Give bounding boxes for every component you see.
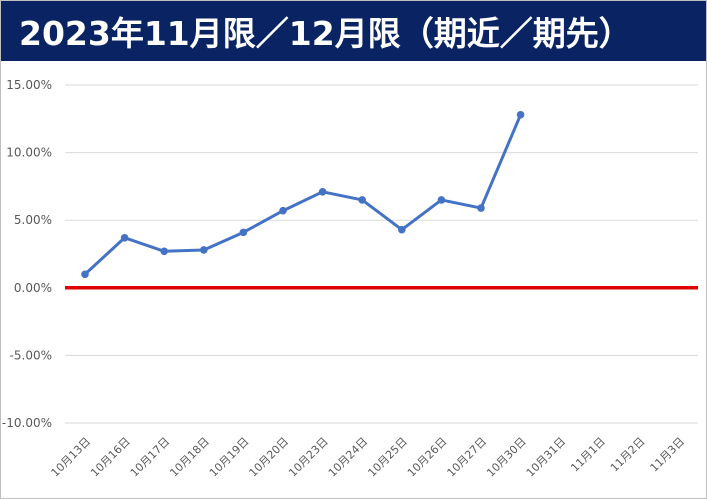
chart-title-bar: 2023年11月限／12月限（期近／期先）	[1, 1, 706, 61]
y-tick-label: -5.00%	[10, 348, 52, 362]
series-layer	[81, 110, 525, 279]
series-line	[83, 113, 523, 276]
data-point	[437, 196, 446, 204]
y-tick-label: 15.00%	[6, 78, 52, 92]
data-point	[81, 270, 89, 279]
x-tick-label: 10月30日	[484, 435, 529, 480]
x-tick-label: 11月1日	[568, 435, 608, 475]
x-tick-label: 10月24日	[326, 435, 371, 480]
chart-title: 2023年11月限／12月限（期近／期先）	[19, 14, 632, 53]
y-tick-label: 0.00%	[14, 281, 52, 295]
data-point	[160, 247, 168, 256]
data-point	[239, 228, 248, 237]
data-point	[200, 246, 208, 254]
gridlines	[65, 84, 698, 424]
data-point	[279, 206, 287, 215]
data-point	[516, 110, 525, 119]
y-tick-label: -10.00%	[2, 416, 52, 430]
x-tick-label: 10月26日	[405, 435, 450, 480]
x-tick-label: 10月23日	[286, 435, 331, 480]
x-tick-label: 10月20日	[247, 435, 292, 480]
x-axis-tick-labels: 10月13日10月16日10月17日10月18日10月19日10月20日10月2…	[49, 435, 688, 480]
x-tick-label: 11月2日	[608, 435, 648, 475]
x-tick-label: 10月13日	[49, 435, 94, 480]
x-tick-label: 10月27日	[445, 435, 490, 480]
x-tick-label: 10月25日	[365, 435, 410, 480]
data-point	[398, 225, 406, 234]
y-tick-label: 10.00%	[6, 146, 52, 160]
x-tick-label: 11月3日	[648, 435, 688, 475]
y-tick-label: 5.00%	[14, 213, 52, 227]
x-tick-label: 10月16日	[88, 435, 133, 480]
data-point	[477, 204, 485, 212]
x-tick-label: 10月31日	[524, 435, 569, 480]
x-tick-label: 10月18日	[167, 435, 212, 480]
data-point	[318, 188, 327, 196]
data-point	[120, 233, 129, 242]
data-point	[358, 196, 367, 204]
y-axis-tick-labels: 15.00% 10.00% 5.00% 0.00% -5.00% -10.00%	[2, 78, 52, 430]
x-tick-label: 10月19日	[207, 435, 252, 480]
x-tick-label: 10月17日	[128, 435, 173, 480]
